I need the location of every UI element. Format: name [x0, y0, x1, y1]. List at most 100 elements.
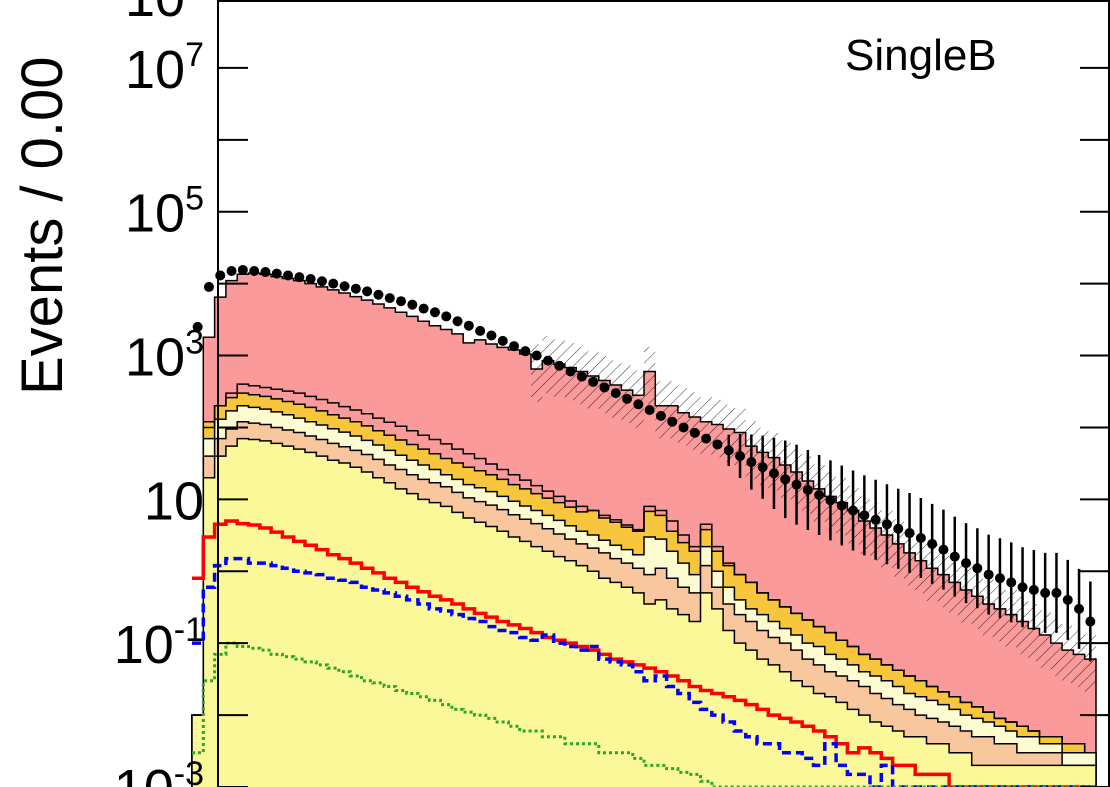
data-point	[509, 341, 520, 352]
y-tick-label: 108	[125, 0, 204, 28]
data-point	[633, 399, 644, 410]
y-axis: 10-3 10-1 10 103 105 107 108	[114, 0, 1110, 787]
data-point	[396, 296, 407, 307]
data-point	[362, 286, 373, 297]
data-point	[576, 371, 587, 382]
data-point	[328, 278, 339, 289]
histogram-outline	[192, 383, 1096, 754]
hatch-bin	[711, 399, 724, 458]
data-points	[192, 264, 1096, 662]
data-point	[972, 563, 983, 574]
data-point	[701, 433, 712, 444]
data-point	[949, 551, 960, 562]
data-point	[1040, 587, 1051, 598]
hatch-bin	[666, 381, 678, 439]
hatch-bin	[644, 346, 656, 405]
data-point	[768, 468, 779, 479]
data-point	[994, 573, 1005, 584]
y-tick-label: 107	[125, 36, 204, 100]
hatch-bin	[1028, 603, 1040, 662]
data-point	[848, 505, 859, 516]
data-point	[441, 311, 452, 322]
hatch-bin	[1062, 625, 1074, 683]
data-point	[1074, 603, 1085, 614]
data-point	[418, 303, 429, 314]
data-point	[215, 270, 226, 281]
data-point	[350, 283, 361, 294]
data-point	[260, 267, 271, 278]
signal-lines	[192, 519, 1096, 787]
data-point	[1051, 587, 1062, 598]
data-point	[316, 276, 327, 287]
data-point	[407, 299, 418, 310]
hatch-bin	[689, 392, 701, 450]
data-point	[373, 289, 384, 300]
data-point	[644, 404, 655, 415]
data-point	[283, 270, 294, 281]
data-point	[802, 484, 813, 495]
data-point	[610, 388, 621, 399]
data-point	[486, 330, 497, 341]
outline-step	[192, 383, 1096, 754]
data-point	[791, 479, 802, 490]
data-point	[881, 519, 892, 530]
data-point	[961, 558, 972, 569]
chart-annotation: SingleB	[845, 31, 997, 80]
data-point	[938, 544, 949, 555]
y-tick-label: 10-3	[114, 755, 204, 787]
data-point	[825, 495, 836, 506]
data-point	[814, 489, 825, 500]
data-point	[983, 569, 994, 580]
data-point	[1062, 594, 1073, 605]
data-point	[237, 264, 248, 275]
hatch-bin	[1050, 618, 1063, 676]
data-point	[712, 439, 723, 450]
data-point	[463, 320, 474, 331]
data-point	[1006, 577, 1017, 588]
data-point	[599, 382, 610, 393]
data-point	[836, 500, 847, 511]
hatch-bin	[677, 388, 690, 446]
data-point	[893, 523, 904, 534]
signal-blue-line	[192, 556, 1096, 787]
data-point	[249, 265, 260, 276]
hatch-bin	[1039, 610, 1051, 668]
data-point	[554, 360, 565, 371]
hatch-bin	[723, 404, 735, 462]
y-tick-label: 105	[125, 180, 204, 244]
data-point	[542, 355, 553, 366]
data-point	[757, 462, 768, 473]
data-point	[746, 457, 757, 468]
data-point	[226, 265, 237, 276]
data-point	[723, 445, 734, 456]
data-point	[904, 528, 915, 539]
data-point	[870, 514, 881, 525]
hatch-bin	[700, 397, 712, 455]
data-point	[655, 410, 666, 421]
data-point	[475, 325, 486, 336]
signal-green-line	[192, 641, 1096, 787]
hatch-bin	[1084, 634, 1096, 692]
data-point	[780, 474, 791, 485]
stack-layer-4	[191, 437, 1097, 787]
y-axis-label: Events / 0.00	[10, 56, 75, 395]
hatch-bin	[1073, 629, 1085, 688]
data-point	[667, 416, 678, 427]
data-point	[622, 393, 633, 404]
data-point	[497, 335, 508, 346]
y-tick-label: 103	[125, 324, 204, 388]
data-point	[384, 293, 395, 304]
data-point	[203, 281, 214, 292]
hatch-bin	[655, 381, 667, 439]
data-point	[452, 316, 463, 327]
data-point	[588, 376, 599, 387]
data-point	[735, 451, 746, 462]
data-point	[294, 272, 305, 283]
data-point	[192, 321, 203, 332]
data-point	[859, 510, 870, 521]
data-point	[339, 281, 350, 292]
y-tick-label: 10-1	[114, 611, 204, 675]
data-point	[520, 346, 531, 357]
data-point	[689, 427, 700, 438]
hatch-bin	[531, 344, 543, 402]
